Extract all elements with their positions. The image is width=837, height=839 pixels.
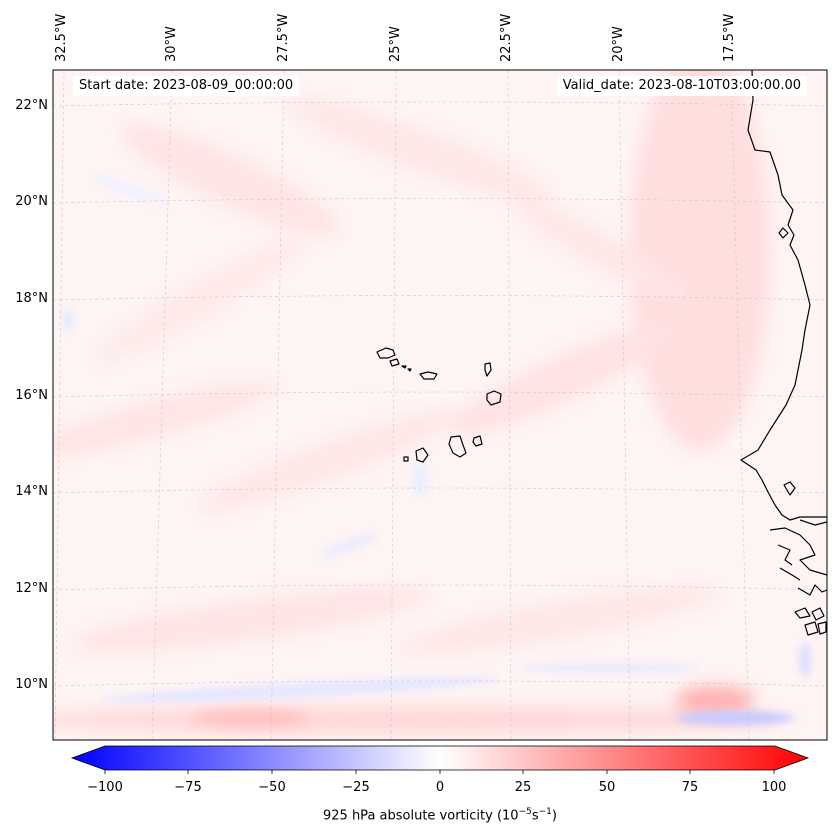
colorbar-tick: 50 (598, 780, 616, 795)
colorbar-label-prefix: 925 hPa absolute vorticity (10 (323, 808, 519, 824)
vorticity-field (53, 70, 827, 740)
start-date-label: Start date: 2023-08-09_00:00:00 (73, 76, 300, 96)
colorbar-tick: 25 (514, 780, 532, 795)
colorbar-tick: 100 (761, 780, 787, 795)
colorbar-label-exponent-1: −5 (518, 807, 532, 817)
lon-label-30w: 30°W (164, 26, 179, 62)
lat-label-18n: 18°N (15, 291, 48, 306)
colorbar (70, 745, 810, 774)
colorbar-tick: −100 (87, 780, 123, 795)
valid-date-label: Valid_date: 2023-08-10T03:00:00.00 (556, 76, 807, 96)
lon-label-22-5w: 22.5°W (499, 13, 514, 62)
lat-label-22n: 22°N (15, 98, 48, 113)
lat-label-12n: 12°N (15, 581, 48, 596)
map-frame (52, 69, 828, 741)
colorbar-tick: −50 (258, 780, 286, 795)
coastline (376, 70, 827, 636)
colorbar-tick: −75 (174, 780, 202, 795)
lon-label-20w: 20°W (611, 26, 626, 62)
lat-label-20n: 20°N (15, 194, 48, 209)
colorbar-label: 925 hPa absolute vorticity (10−5s−1) (0, 807, 837, 823)
colorbar-label-mid: s (531, 808, 539, 824)
lon-label-27-5w: 27.5°W (276, 13, 291, 62)
colorbar-tick: −25 (342, 780, 370, 795)
colorbar-tick: 0 (435, 780, 445, 795)
lat-label-16n: 16°N (15, 388, 48, 403)
graticule (53, 70, 827, 740)
lon-label-32-5w: 32.5°W (54, 13, 69, 62)
colorbar-tick: 75 (681, 780, 699, 795)
lat-label-10n: 10°N (15, 677, 48, 692)
lon-label-17-5w: 17.5°W (722, 13, 737, 62)
colorbar-label-exponent-2: −1 (538, 807, 552, 817)
lon-label-25w: 25°W (388, 26, 403, 62)
colorbar-label-suffix: ) (551, 808, 557, 824)
lat-label-14n: 14°N (15, 484, 48, 499)
